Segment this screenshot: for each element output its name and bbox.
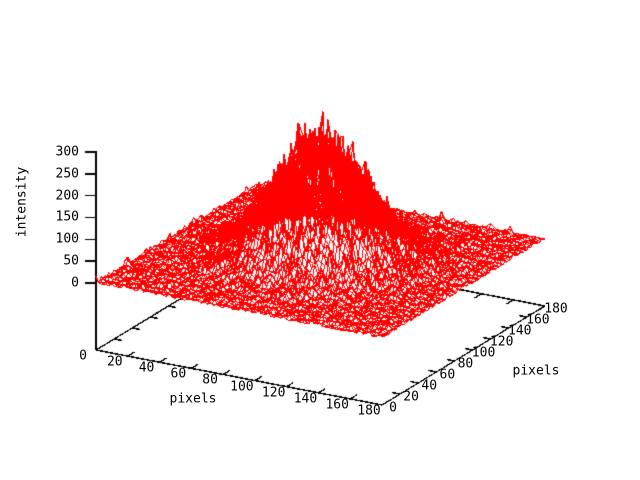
z-tick-label: 250 bbox=[55, 166, 79, 182]
y-axis-title: pixels bbox=[512, 363, 560, 379]
z-tick-label: 0 bbox=[71, 275, 79, 291]
y-tick-label: 180 bbox=[544, 301, 568, 317]
z-axis-title: intensity bbox=[14, 166, 30, 238]
x-tick-label: 80 bbox=[202, 372, 218, 388]
y-tick-label: 40 bbox=[421, 378, 438, 394]
x-axis-title: pixels bbox=[169, 391, 217, 407]
x-tick-label: 100 bbox=[230, 379, 254, 395]
y-tick-label: 80 bbox=[457, 356, 474, 372]
x-tick-label: 160 bbox=[325, 397, 349, 413]
y-tick-label: 140 bbox=[508, 323, 532, 339]
z-tick-label: 200 bbox=[55, 188, 79, 204]
y-tick-label: 0 bbox=[389, 400, 397, 416]
z-tick-label: 150 bbox=[55, 209, 79, 225]
y-tick-label: 160 bbox=[526, 312, 550, 328]
x-tick-label: 20 bbox=[106, 354, 123, 370]
z-tick-label: 50 bbox=[63, 253, 79, 269]
x-tick-label: 120 bbox=[261, 385, 286, 401]
x-tick-label: 40 bbox=[138, 360, 155, 376]
z-tick-label: 300 bbox=[55, 144, 79, 160]
y-tick-label: 60 bbox=[439, 367, 456, 383]
x-tick-label: 60 bbox=[170, 366, 187, 382]
x-tick-label: 180 bbox=[357, 403, 381, 419]
x-tick-label: 140 bbox=[293, 391, 318, 407]
y-tick-label: 20 bbox=[403, 389, 419, 405]
z-tick-label: 100 bbox=[55, 231, 79, 247]
x-tick-label: 0 bbox=[79, 348, 87, 364]
y-tick-label: 100 bbox=[471, 345, 496, 361]
y-tick-label: 120 bbox=[489, 334, 514, 350]
